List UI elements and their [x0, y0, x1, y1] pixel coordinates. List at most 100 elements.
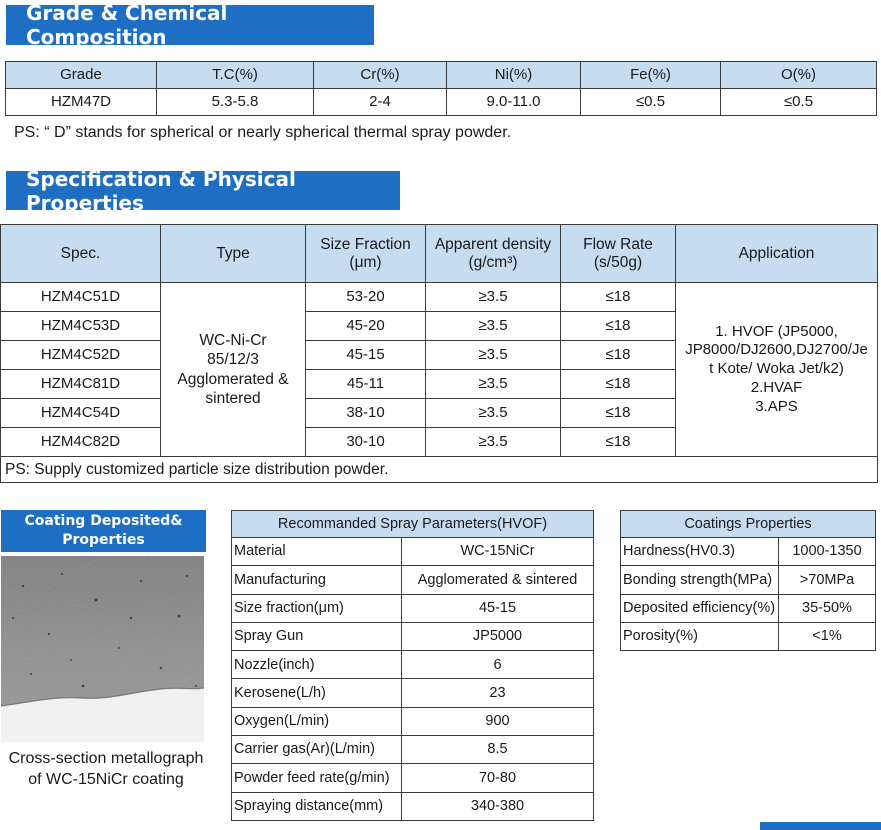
param-value: Agglomerated & sintered — [401, 565, 594, 595]
cell-size: 38-10 — [305, 398, 426, 428]
header-grade: Grade — [5, 61, 157, 89]
table-row: Nozzle(inch) 6 — [231, 650, 594, 680]
coatings-properties-table: Coatings Properties Hardness(HV0.3) 1000-… — [620, 510, 876, 652]
cell-size: 45-20 — [305, 311, 426, 341]
header-application: Application — [675, 224, 878, 283]
cell-spec: HZM4C54D — [0, 398, 161, 428]
cell-application: 1. HVOF (JP5000, JP8000/DJ2600,DJ2700/Je… — [675, 282, 878, 457]
type-line: sintered — [205, 389, 261, 407]
param-label: Kerosene(L/h) — [231, 678, 402, 708]
cell-spec: HZM4C51D — [0, 282, 161, 312]
cell-density: ≥3.5 — [425, 398, 561, 428]
application-line: t Kote/ Woka Jet/k2) — [709, 360, 844, 378]
cell-spec: HZM4C52D — [0, 340, 161, 370]
header-cr: Cr(%) — [313, 61, 447, 89]
param-label: Manufacturing — [231, 565, 402, 595]
composition-note: PS: “ D” stands for spherical or nearly … — [14, 124, 512, 141]
cell-type: WC-Ni-Cr 85/12/3 Agglomerated & sintered — [160, 282, 306, 457]
composition-header-row: Grade T.C(%) Cr(%) Ni(%) Fe(%) O(%) — [5, 61, 877, 89]
cell-flow: ≤18 — [560, 369, 676, 399]
property-value: 1000-1350 — [778, 536, 876, 567]
header-line: Flow Rate — [583, 235, 653, 253]
table-row: HZM4C53D 45-20 ≥3.5 ≤18 — [0, 311, 878, 341]
header-apparent-density: Apparent density (g/cm³) — [425, 224, 561, 283]
cell-density: ≥3.5 — [425, 340, 561, 370]
header-line: Size Fraction — [320, 235, 411, 253]
table-row: Size fraction(μm) 45-15 — [231, 593, 594, 623]
cell-grade: HZM47D — [5, 88, 157, 116]
header-flow-rate: Flow Rate (s/50g) — [560, 224, 676, 283]
param-value: 45-15 — [401, 593, 594, 623]
cell-spec: HZM4C53D — [0, 311, 161, 341]
param-label: Powder feed rate(g/min) — [231, 763, 402, 793]
table-row: PS: Supply customized particle size dist… — [0, 456, 878, 483]
table-row: Spraying distance(mm) 340-380 — [231, 791, 594, 821]
cell-density: ≥3.5 — [425, 427, 561, 457]
specification-table: Spec. Type Size Fraction (μm) Apparent d… — [0, 224, 878, 483]
param-label: Nozzle(inch) — [231, 650, 402, 680]
param-label: Spraying distance(mm) — [231, 791, 402, 821]
table-row: Deposited efficiency(%) 35-50% — [620, 593, 876, 623]
spray-parameters-table: Recommanded Spray Parameters(HVOF) Mater… — [231, 510, 594, 821]
property-label: Deposited efficiency(%) — [620, 593, 779, 623]
cell-flow: ≤18 — [560, 427, 676, 457]
table-row: Porosity(%) <1% — [620, 621, 876, 652]
header-ni: Ni(%) — [446, 61, 581, 89]
cell-density: ≥3.5 — [425, 369, 561, 399]
header-line: (s/50g) — [593, 253, 643, 271]
props-table-title: Coatings Properties — [620, 510, 876, 538]
cell-tc: 5.3-5.8 — [156, 88, 314, 116]
corner-accent-bar — [760, 822, 881, 830]
caption-line: Cross-section metallograph — [8, 750, 204, 767]
spec-note: PS: Supply customized particle size dist… — [0, 456, 878, 483]
coating-banner: Coating Deposited& Properties — [1, 510, 206, 552]
application-line: 3.APS — [755, 397, 798, 415]
property-label: Porosity(%) — [620, 621, 779, 652]
header-fe: Fe(%) — [580, 61, 721, 89]
caption-line: of WC-15NiCr coating — [28, 771, 184, 788]
table-row: HZM4C81D 45-11 ≥3.5 ≤18 — [0, 369, 878, 399]
param-value: 900 — [401, 706, 594, 737]
table-row: HZM4C82D 30-10 ≥3.5 ≤18 — [0, 427, 878, 457]
coating-banner-line: Coating Deposited& — [24, 513, 183, 529]
cell-cr: 2-4 — [313, 88, 447, 116]
table-row: Bonding strength(MPa) >70MPa — [620, 565, 876, 595]
table-row: Spray Gun JP5000 — [231, 621, 594, 652]
cell-density: ≥3.5 — [425, 282, 561, 312]
cell-size: 45-15 — [305, 340, 426, 370]
header-size-fraction: Size Fraction (μm) — [305, 224, 426, 283]
param-value: 23 — [401, 678, 594, 708]
param-value: 6 — [401, 650, 594, 680]
spec-header-row: Spec. Type Size Fraction (μm) Apparent d… — [0, 224, 878, 283]
type-line: WC-Ni-Cr — [199, 331, 267, 349]
cell-size: 30-10 — [305, 427, 426, 457]
section-title-text: Specification & Physical Properties — [26, 166, 296, 215]
header-spec: Spec. — [0, 224, 161, 283]
table-row: HZM4C54D 38-10 ≥3.5 ≤18 — [0, 398, 878, 428]
header-o: O(%) — [720, 61, 877, 89]
table-row: HZM4C51D WC-Ni-Cr 85/12/3 Agglomerated &… — [0, 282, 878, 457]
cell-flow: ≤18 — [560, 311, 676, 341]
param-label: Carrier gas(Ar)(L/min) — [231, 735, 402, 765]
header-tc: T.C(%) — [156, 61, 314, 89]
param-value: 70-80 — [401, 763, 594, 793]
cell-spec: HZM4C81D — [0, 369, 161, 399]
cell-fe: ≤0.5 — [580, 88, 721, 116]
table-row: Powder feed rate(g/min) 70-80 — [231, 763, 594, 793]
section-title-text: Grade & Chemical Composition — [26, 1, 228, 49]
param-label: Material — [231, 536, 402, 567]
header-line: (g/cm³) — [468, 253, 518, 271]
cell-spec: HZM4C82D — [0, 427, 161, 457]
param-label: Spray Gun — [231, 621, 402, 652]
table-row: HZM47D 5.3-5.8 2-4 9.0-11.0 ≤0.5 ≤0.5 — [5, 88, 877, 116]
type-line: Agglomerated & — [177, 370, 289, 388]
table-row: HZM4C52D 45-15 ≥3.5 ≤18 — [0, 340, 878, 370]
property-label: Hardness(HV0.3) — [620, 536, 779, 567]
table-row: Hardness(HV0.3) 1000-1350 — [620, 536, 876, 567]
spray-title-row: Recommanded Spray Parameters(HVOF) — [231, 510, 594, 538]
param-value: 8.5 — [401, 735, 594, 765]
property-value: 35-50% — [778, 593, 876, 623]
table-row: Carrier gas(Ar)(L/min) 8.5 — [231, 735, 594, 765]
cell-size: 45-11 — [305, 369, 426, 399]
cell-density: ≥3.5 — [425, 311, 561, 341]
